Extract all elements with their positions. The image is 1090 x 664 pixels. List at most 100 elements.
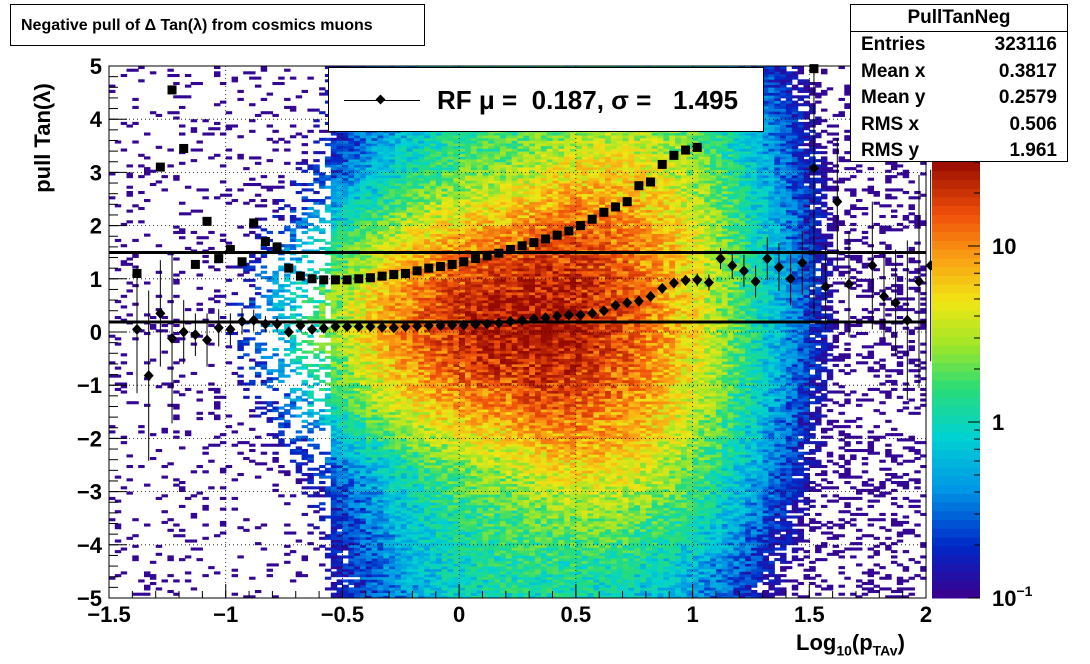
heatmap-cell (365, 496, 373, 500)
heatmap-cell (319, 316, 326, 320)
heatmap-cell (383, 544, 390, 548)
heatmap-cell (389, 494, 396, 498)
heatmap-cell (336, 512, 344, 516)
heatmap-cell (348, 300, 355, 304)
heatmap-cell (330, 531, 338, 535)
heatmap-cell (214, 435, 221, 439)
heatmap-cell (365, 451, 373, 455)
heatmap-cell (377, 153, 384, 157)
heatmap-cell (435, 435, 443, 439)
heatmap-cell (214, 401, 221, 405)
heatmap-cell (342, 478, 349, 482)
heatmap-cell (424, 558, 431, 562)
heatmap-cell (319, 379, 326, 383)
heatmap-cell (330, 526, 338, 530)
heatmap-cell (254, 316, 262, 320)
heatmap-cell (307, 523, 314, 527)
heatmap-cell (389, 483, 396, 487)
heatmap-cell (336, 449, 344, 453)
heatmap-cell (371, 233, 379, 237)
heatmap-cell (289, 183, 297, 187)
heatmap-cell (196, 241, 203, 245)
heatmap-cell (330, 369, 338, 373)
heatmap-cell (231, 371, 239, 375)
heatmap-cell (389, 465, 396, 469)
heatmap-cell (400, 411, 408, 415)
heatmap-cell (377, 366, 384, 370)
heatmap-cell (383, 153, 390, 157)
heatmap-cell (167, 74, 174, 78)
heatmap-cell (266, 300, 274, 304)
heatmap-cell (237, 313, 244, 317)
heatmap-cell (435, 278, 443, 282)
heatmap-cell (418, 254, 425, 258)
heatmap-cell (383, 382, 390, 386)
heatmap-cell (418, 377, 425, 381)
heatmap-cell (295, 481, 303, 485)
heatmap-cell (424, 135, 431, 139)
heatmap-cell (371, 536, 379, 540)
heatmap-cell (313, 355, 320, 359)
heatmap-cell (342, 393, 349, 397)
heatmap-cell (342, 199, 349, 203)
heatmap-cell (435, 451, 443, 455)
heatmap-cell (424, 499, 431, 503)
heatmap-cell (278, 217, 285, 221)
heatmap-cell (412, 145, 419, 149)
heatmap-cell (400, 212, 408, 216)
heatmap-cell (435, 241, 443, 245)
heatmap-cell (161, 494, 168, 498)
heatmap-cell (278, 337, 285, 341)
heatmap-cell (435, 465, 443, 469)
heatmap-cell (336, 342, 344, 346)
heatmap-cell (348, 292, 355, 296)
heatmap-cell (412, 425, 419, 429)
heatmap-cell (173, 592, 180, 596)
heatmap-cell (202, 504, 209, 508)
heatmap-cell (383, 395, 390, 399)
heatmap-cell (395, 209, 402, 213)
heatmap-cell (377, 180, 384, 184)
heatmap-cell (109, 374, 116, 378)
heatmap-cell (435, 414, 443, 418)
heatmap-cell (406, 151, 414, 155)
heatmap-cell (348, 241, 355, 245)
heatmap-cell (330, 156, 338, 160)
heatmap-cell (389, 475, 396, 479)
heatmap-cell (313, 419, 320, 423)
heatmap-cell (400, 262, 408, 266)
heatmap-cell (412, 558, 419, 562)
heatmap-cell (389, 305, 396, 309)
heatmap-cell (144, 167, 151, 171)
heatmap-cell (342, 185, 349, 189)
heatmap-cell (418, 156, 425, 160)
heatmap-cell (371, 204, 379, 208)
heatmap-cell (313, 169, 320, 173)
heatmap-cell (383, 403, 390, 407)
heatmap-cell (254, 406, 262, 410)
heatmap-cell (383, 520, 390, 524)
heatmap-cell (120, 547, 128, 551)
heatmap-cell (412, 584, 419, 588)
heatmap-cell (430, 419, 437, 423)
heatmap-cell (225, 201, 233, 205)
heatmap-cell (395, 217, 402, 221)
heatmap-cell (284, 403, 291, 407)
heatmap-cell (359, 169, 367, 173)
heatmap-cell (354, 419, 361, 423)
heatmap-cell (400, 414, 408, 418)
heatmap-cell (348, 393, 355, 397)
heatmap-cell (412, 443, 419, 447)
heatmap-cell (430, 459, 437, 463)
heatmap-cell (301, 332, 309, 336)
heatmap-cell (336, 212, 344, 216)
heatmap-cell (412, 422, 419, 426)
heatmap-cell (348, 143, 355, 147)
heatmap-cell (190, 129, 198, 133)
heatmap-cell (289, 369, 297, 373)
heatmap-cell (179, 374, 186, 378)
heatmap-cell (395, 297, 402, 301)
heatmap-cell (371, 539, 379, 543)
heatmap-cell (424, 302, 431, 306)
heatmap-cell (424, 430, 431, 434)
